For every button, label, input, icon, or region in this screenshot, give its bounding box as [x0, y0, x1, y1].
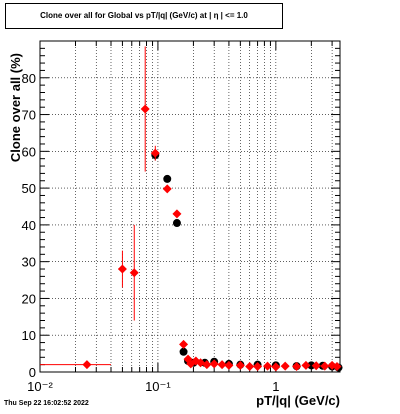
red-point — [209, 359, 219, 369]
y-tick-label: 20 — [22, 291, 36, 306]
red-point — [129, 224, 139, 321]
red-point — [40, 360, 111, 370]
red-point — [320, 361, 330, 371]
plot-frame — [39, 40, 341, 373]
red-point — [117, 250, 127, 288]
diamond-marker — [263, 361, 273, 371]
red-point — [253, 361, 263, 371]
diamond-marker — [253, 361, 263, 371]
timestamp-footer: Thu Sep 22 16:02:52 2022 — [4, 400, 89, 407]
red-point — [202, 360, 212, 370]
red-point — [179, 339, 189, 349]
red-point — [172, 209, 182, 219]
red-point — [217, 360, 227, 370]
black-point — [172, 219, 181, 228]
y-tick-label: 30 — [22, 255, 36, 270]
diamond-marker — [140, 104, 150, 114]
diamond-marker — [224, 360, 234, 370]
diamond-marker — [301, 360, 311, 370]
diamond-marker — [332, 361, 342, 371]
diamond-marker — [202, 360, 212, 370]
diamond-marker — [271, 362, 281, 372]
red-point — [311, 361, 321, 371]
axis-ticks — [39, 40, 340, 373]
diamond-marker — [235, 360, 245, 370]
x-tick-label: 10⁻² — [27, 379, 53, 394]
red-point — [292, 361, 302, 371]
black-point — [163, 174, 172, 183]
diamond-marker — [150, 148, 160, 158]
data-marks — [40, 46, 343, 372]
y-tick-label: 70 — [22, 108, 36, 123]
diamond-marker — [117, 264, 127, 274]
y-tick-label: 80 — [22, 71, 36, 86]
circle-marker — [163, 174, 172, 183]
y-tick-label: 50 — [22, 181, 36, 196]
red-point — [224, 360, 234, 370]
red-point — [280, 361, 290, 371]
red-point — [235, 360, 245, 370]
diamond-marker — [82, 360, 92, 370]
y-axis-label: Clone over all (%) — [8, 53, 23, 162]
grid — [40, 41, 340, 372]
x-tick-label: 10⁻¹ — [145, 379, 171, 394]
red-point — [150, 145, 160, 161]
chart-title: Clone over all for Global vs pT/|q| (GeV… — [5, 3, 283, 29]
diamond-marker — [172, 209, 182, 219]
diamond-marker — [311, 361, 321, 371]
diamond-marker — [245, 361, 255, 371]
diamond-marker — [280, 361, 290, 371]
circle-marker — [172, 219, 181, 228]
y-tick-label: 10 — [22, 328, 36, 343]
y-tick-label: 40 — [22, 218, 36, 233]
x-tick-label: 1 — [272, 379, 279, 394]
red-point — [301, 360, 311, 370]
diamond-marker — [292, 361, 302, 371]
black-point — [179, 347, 188, 356]
red-point — [245, 361, 255, 371]
x-axis-label: pT/|q| (GeV/c) — [256, 393, 340, 408]
diamond-marker — [320, 361, 330, 371]
red-point — [162, 184, 172, 194]
red-point — [263, 361, 273, 371]
diamond-marker — [209, 359, 219, 369]
diamond-marker — [162, 184, 172, 194]
red-point — [271, 362, 281, 372]
diamond-marker — [179, 339, 189, 349]
diamond-marker — [217, 360, 227, 370]
diamond-marker — [129, 268, 139, 278]
red-point — [140, 46, 150, 172]
circle-marker — [307, 361, 316, 370]
y-tick-label: 60 — [22, 144, 36, 159]
y-tick-label: 0 — [29, 365, 36, 380]
red-point — [332, 361, 342, 371]
circle-marker — [179, 347, 188, 356]
